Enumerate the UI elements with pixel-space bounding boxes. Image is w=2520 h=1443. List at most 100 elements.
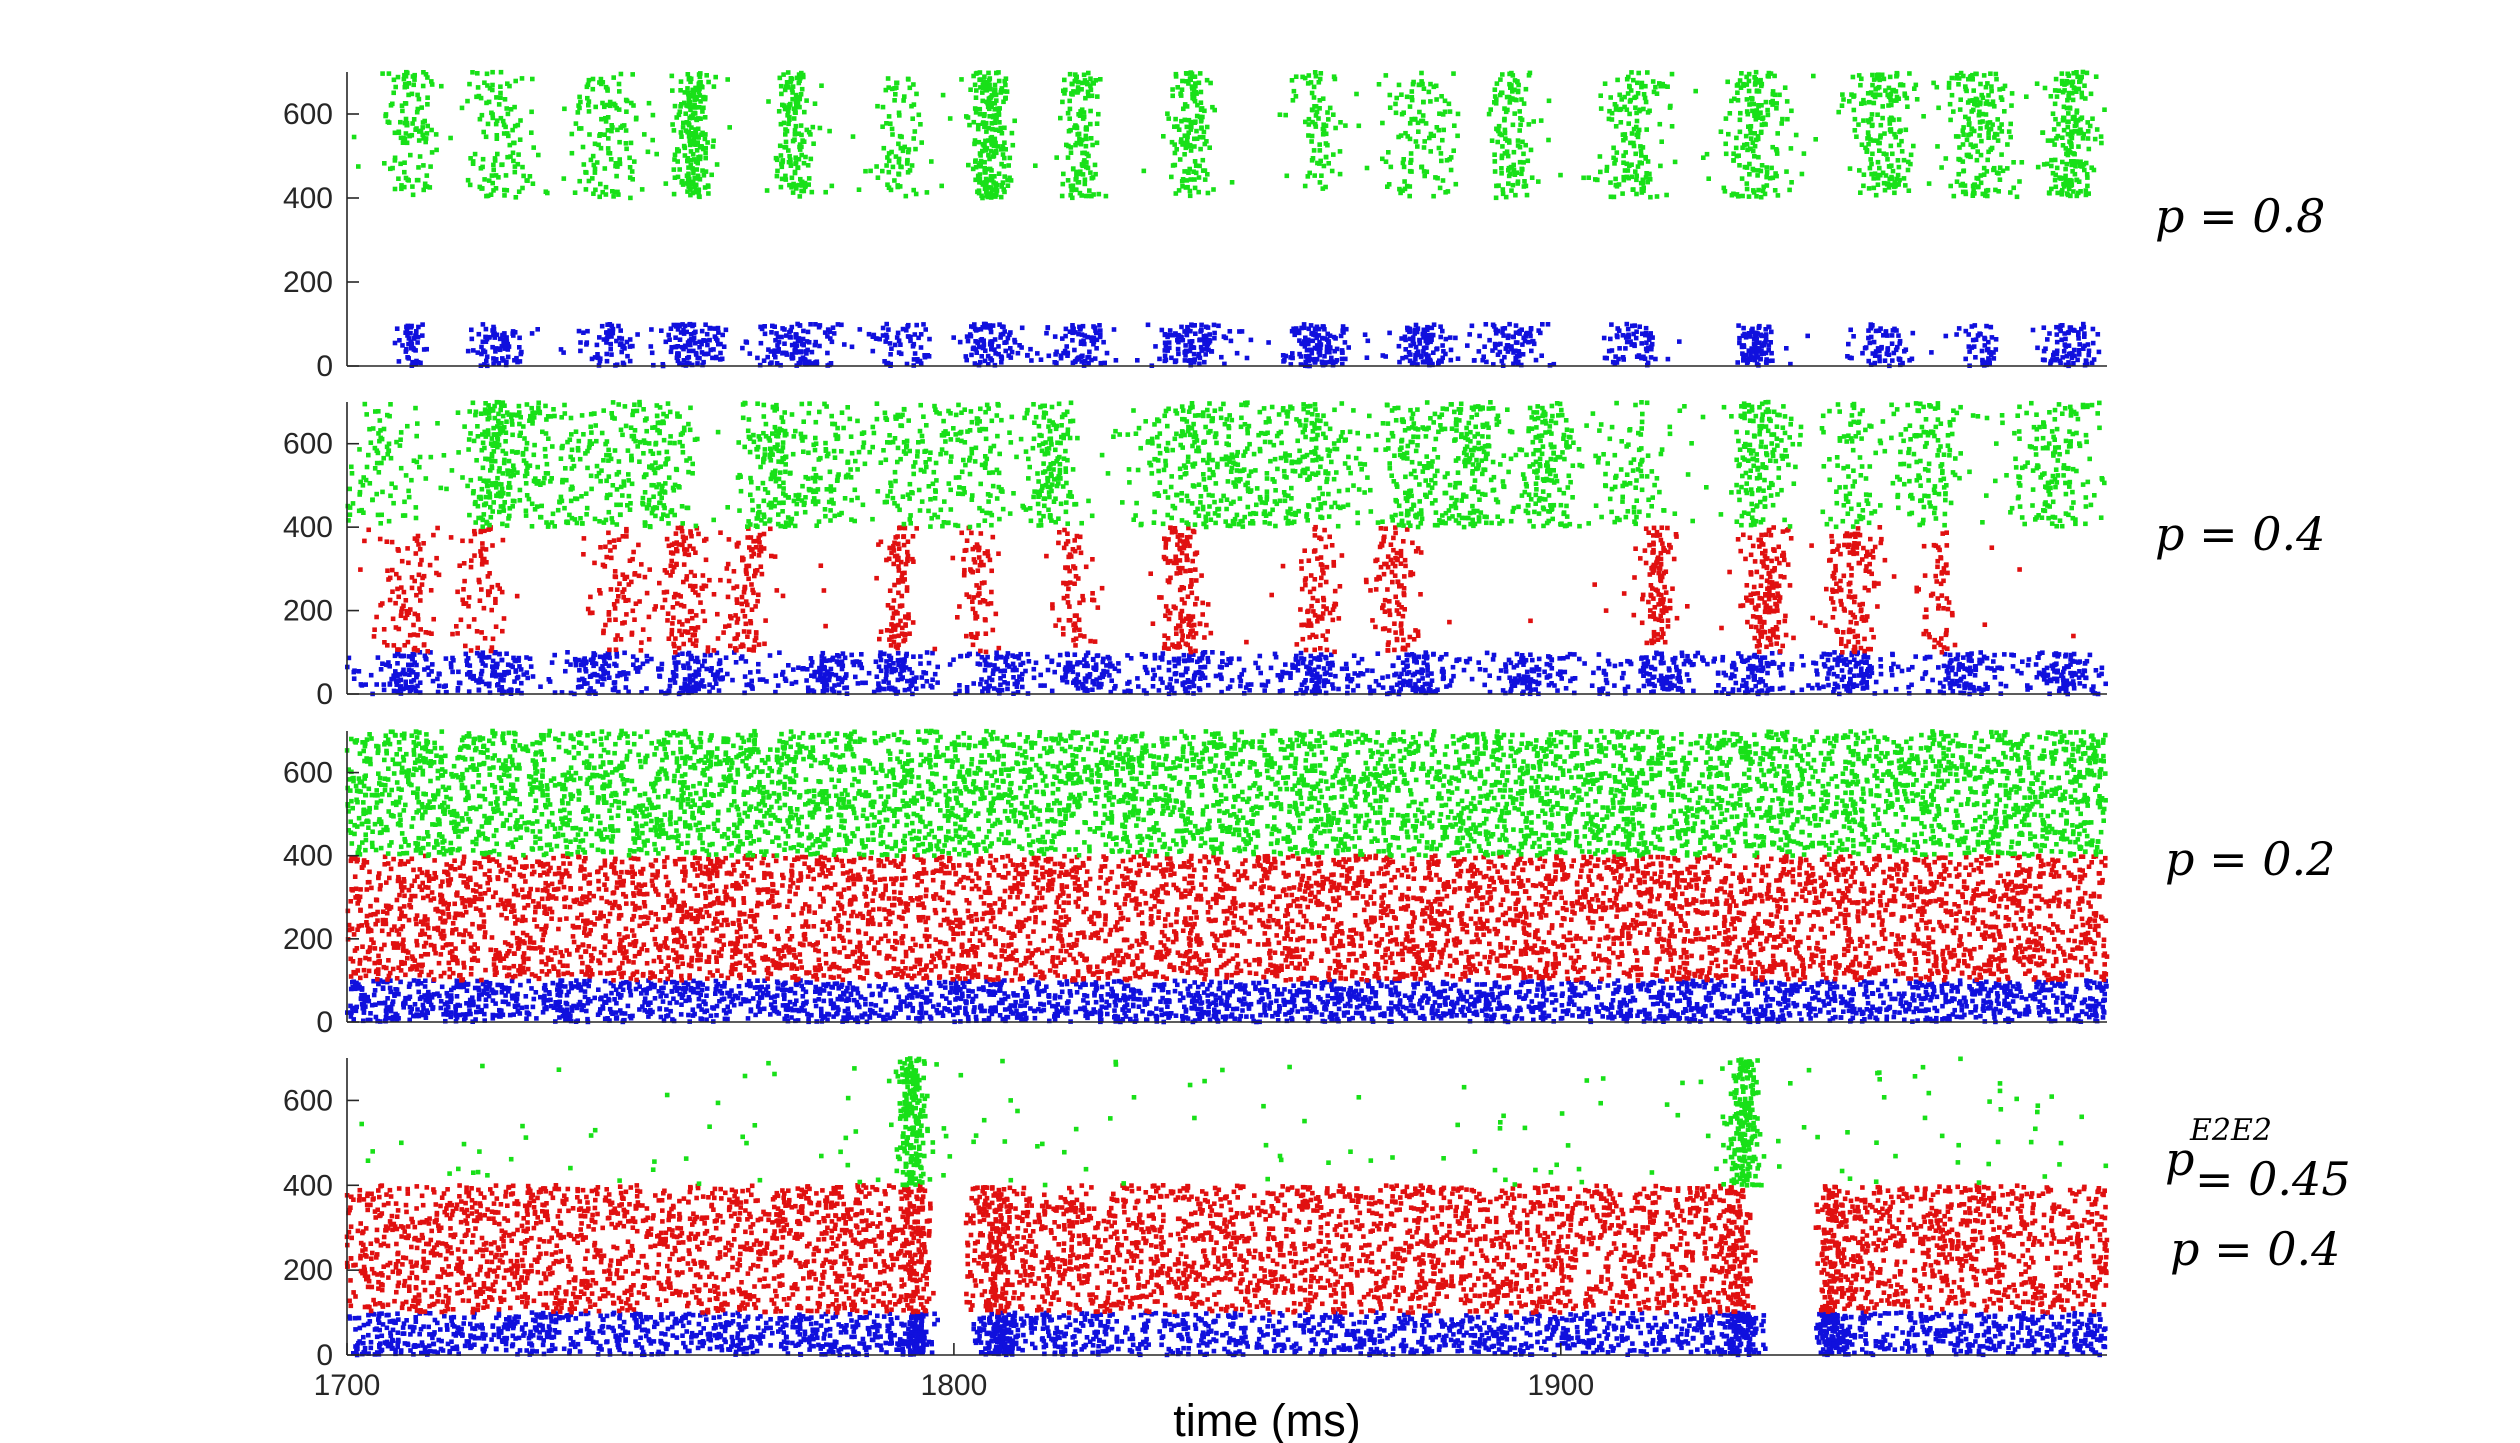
spike-point (786, 108, 791, 114)
spike-point (1306, 133, 1311, 138)
spike-point (1963, 114, 1968, 120)
spike-point (1841, 97, 1846, 102)
spike-point (685, 189, 690, 194)
spike-point (1331, 112, 1336, 117)
spike-point (1746, 356, 1752, 362)
spike-point (388, 166, 393, 172)
spike-point (1503, 662, 1508, 667)
spike-point (1411, 341, 1417, 347)
spike-point (697, 194, 702, 200)
spike-point (874, 164, 879, 169)
spike-point (605, 88, 610, 93)
spike-point (2061, 127, 2067, 133)
spike-point (973, 177, 978, 183)
spike-point (397, 672, 403, 677)
spike-point (1177, 157, 1183, 162)
spike-point (410, 184, 415, 189)
spike-point (798, 123, 804, 128)
spike-point (351, 676, 357, 681)
spike-point (1463, 658, 1469, 664)
spike-point (1336, 686, 1341, 692)
spike-point (685, 86, 690, 91)
spike-point (497, 336, 503, 342)
spike-point (1365, 668, 1370, 673)
spike-point (1206, 347, 1211, 353)
spike-point (1884, 152, 1889, 157)
spike-point (964, 357, 969, 363)
spike-point (1322, 336, 1328, 341)
spike-point (787, 334, 793, 340)
spike-point (1784, 169, 1789, 174)
spike-point (1407, 358, 1413, 364)
spike-point (1888, 98, 1893, 103)
spike-point (1152, 652, 1158, 658)
spike-point (1111, 327, 1117, 332)
spike-point (1442, 98, 1448, 104)
spike-point (749, 683, 754, 689)
spike-point (1986, 130, 1991, 136)
spike-point (1750, 326, 1755, 332)
spike-point (2024, 94, 2029, 99)
spike-point (781, 120, 787, 126)
spike-point (699, 328, 705, 334)
spike-point (770, 323, 775, 329)
spike-point (691, 170, 696, 176)
spike-point (1488, 107, 1493, 112)
spike-point (885, 182, 890, 187)
spike-point (1876, 140, 1881, 146)
spike-point (672, 680, 678, 685)
spike-point (1418, 354, 1424, 360)
spike-point (1924, 654, 1930, 660)
spike-point (1747, 172, 1752, 177)
spike-point (1509, 683, 1515, 688)
spike-point (1323, 184, 1328, 190)
spike-point (1448, 347, 1454, 353)
spike-point (481, 129, 486, 135)
spike-point (682, 100, 687, 106)
spike-point (1628, 140, 1633, 146)
spike-point (1179, 335, 1184, 340)
spike-point (1523, 333, 1528, 339)
spike-point (602, 104, 607, 110)
spike-point (1502, 117, 1507, 123)
spike-point (1176, 127, 1182, 132)
spike-point (513, 195, 519, 200)
spike-point (1603, 677, 1609, 683)
spike-point (1984, 169, 1990, 174)
spike-point (1244, 355, 1250, 361)
spike-point (780, 669, 786, 675)
spike-point (1077, 136, 1082, 142)
spike-point (1367, 684, 1372, 690)
spike-point (649, 327, 654, 332)
spike-point (1607, 108, 1612, 114)
spike-point (987, 156, 992, 162)
spike-point (1654, 91, 1660, 96)
spike-point (2059, 78, 2065, 84)
spike-point (988, 329, 994, 335)
spike-point (818, 669, 823, 675)
spike-point (1693, 88, 1698, 94)
spike-point (1324, 347, 1330, 352)
spike-point (1983, 84, 1989, 90)
spike-point (1875, 346, 1881, 351)
spike-point (1859, 76, 1864, 82)
spike-point (2019, 670, 2024, 676)
spike-point (819, 83, 824, 88)
spike-point (1226, 657, 1231, 662)
spike-point (1960, 128, 1966, 133)
spike-point (1956, 76, 1962, 81)
spike-point (578, 99, 583, 105)
spike-point (2070, 131, 2075, 136)
spike-point (1185, 184, 1190, 190)
spike-point (346, 655, 352, 661)
spike-point (1969, 324, 1975, 329)
spike-point (569, 150, 575, 156)
spike-point (755, 669, 761, 674)
spike-point (1861, 118, 1866, 123)
spike-point (1664, 192, 1669, 198)
spike-point (1194, 136, 1200, 141)
spike-point (627, 165, 633, 170)
spike-point (1192, 159, 1198, 164)
spike-point (393, 84, 398, 90)
spike-point (1868, 90, 1874, 95)
